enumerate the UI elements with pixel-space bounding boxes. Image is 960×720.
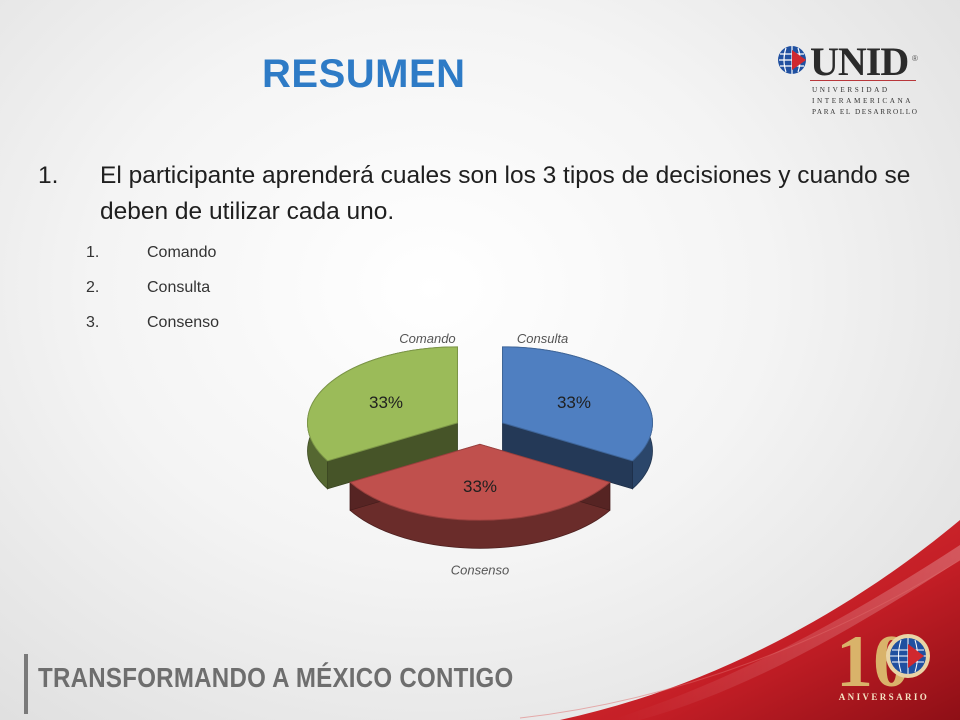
pie-chart: 33% Consulta 33% Comando 33% Consenso bbox=[307, 331, 653, 577]
globe-icon bbox=[778, 46, 806, 74]
main-item-number: 1. bbox=[38, 162, 59, 189]
category-label: Comando bbox=[399, 331, 455, 346]
footer: TRANSFORMANDO A MÉXICO CONTIGO bbox=[0, 620, 960, 720]
main-item-text: El participante aprenderá cuales son los… bbox=[100, 162, 911, 225]
unid-logo: UNID ® UNIVERSIDAD INTERAMERICANA PARA E… bbox=[776, 39, 926, 120]
anniversary-badge: 10 ANIVERSARIO bbox=[828, 620, 940, 710]
footer-tagline: TRANSFORMANDO A MÉXICO CONTIGO bbox=[38, 662, 514, 693]
pie-slice-consulta bbox=[502, 346, 653, 490]
data-label: 33% bbox=[463, 477, 497, 496]
footer-divider bbox=[24, 654, 28, 714]
anniversary-label: ANIVERSARIO bbox=[838, 692, 930, 702]
list-item-label: Consenso bbox=[147, 314, 220, 331]
data-label: 33% bbox=[369, 393, 403, 412]
list-item-number: 3. bbox=[86, 314, 100, 331]
list-item-label: Comando bbox=[147, 244, 217, 261]
category-label: Consulta bbox=[517, 331, 568, 346]
data-label: 33% bbox=[557, 393, 591, 412]
logo-registered-mark: ® bbox=[912, 54, 918, 63]
logo-divider bbox=[810, 80, 916, 81]
logo-line-2: INTERAMERICANA bbox=[812, 97, 914, 105]
list-item-number: 2. bbox=[86, 279, 100, 296]
list-item-number: 1. bbox=[86, 244, 100, 261]
list-item-label: Consulta bbox=[147, 279, 211, 296]
anniversary-emblem: 10 bbox=[836, 621, 930, 703]
category-label: Consenso bbox=[451, 562, 510, 577]
page-title: RESUMEN bbox=[262, 52, 466, 96]
logo-line-3: PARA EL DESARROLLO bbox=[812, 108, 919, 116]
logo-line-1: UNIVERSIDAD bbox=[812, 86, 890, 94]
pie-slice-comando bbox=[307, 346, 458, 490]
logo-word: UNID bbox=[810, 39, 909, 84]
pie-slice-consenso bbox=[349, 443, 611, 549]
